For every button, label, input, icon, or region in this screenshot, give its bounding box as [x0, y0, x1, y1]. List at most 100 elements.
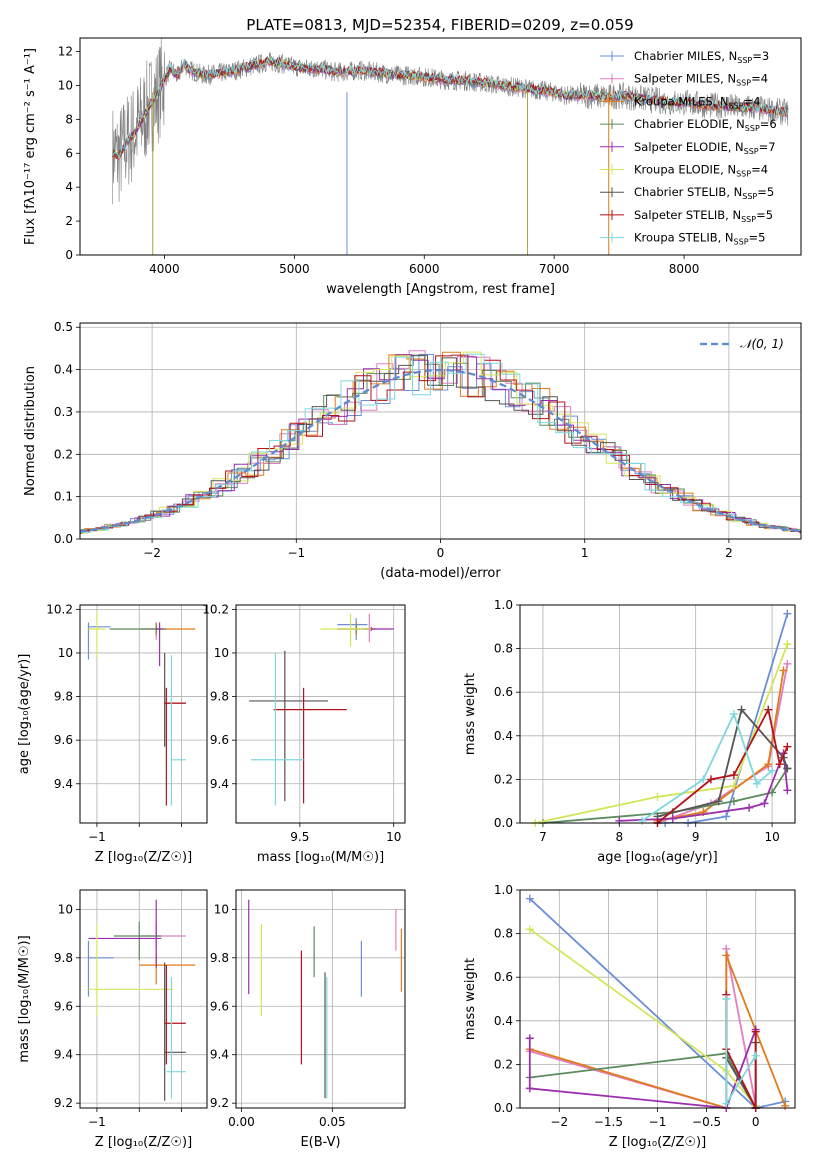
y-tick-label: 9.6 — [54, 733, 73, 747]
legend-entry: Kroupa MILES, NSSP=4 — [634, 94, 760, 110]
x-axis-label: E(B-V) — [300, 1135, 340, 1150]
x-tick-label: −1 — [88, 830, 106, 844]
x-tick-label: 7000 — [539, 262, 570, 276]
mass-weight-marker — [668, 814, 677, 823]
x-tick-label: 10 — [386, 830, 401, 844]
x-tick-label: 9 — [692, 830, 700, 844]
mass-weight-marker — [752, 779, 761, 788]
x-tick-label: 5000 — [279, 262, 310, 276]
mass-weight-marker — [745, 803, 754, 812]
mass-weight-marker — [783, 640, 792, 649]
spectrum-title: PLATE=0813, MJD=52354, FIBERID=0209, z=0… — [246, 16, 633, 34]
mass-weight-line-7 — [656, 706, 789, 823]
x-tick-label: 0.05 — [319, 1115, 346, 1129]
y-tick-label: 9.8 — [54, 690, 73, 704]
y-tick-label: 0.5 — [54, 320, 73, 334]
y-axis-label: mass [log₁₀(M/M☉)] — [17, 935, 32, 1062]
y-tick-label: 9.2 — [54, 1096, 73, 1110]
x-tick-label: 2 — [725, 546, 733, 560]
y-tick-label: 10.2 — [46, 602, 73, 616]
mass-vs-metallicity-panel: −1 9.2 9.4 9.6 9.8 10 Z [log₁₀(Z/Z☉)] mass [log… — [17, 889, 208, 1150]
y-tick-label: 9.6 — [210, 999, 229, 1013]
x-axis-label: Z [log₁₀(Z/Z☉)] — [95, 850, 192, 865]
mass-weight-marker — [783, 659, 792, 668]
spectrum-legend: Chabrier MILES, NSSP=3 Salpeter MILES, NS… — [600, 49, 777, 247]
observed-spectrum-line — [112, 38, 789, 205]
x-tick-label: 9.5 — [290, 830, 309, 844]
mass-weight-vs-age-panel: 7 8 9 10 0.0 0.2 0.4 0.6 0.8 1.0 age [log₁₀(age/yr… — [463, 598, 796, 865]
y-tick-label: 10 — [58, 646, 73, 660]
y-tick-label: 10 — [58, 902, 73, 916]
mass-weight-marker — [699, 775, 708, 784]
y-tick-label: 0.6 — [494, 970, 513, 984]
legend-entry: Kroupa ELODIE, NSSP=4 — [634, 163, 768, 179]
y-axis-label: Flux [fλ10⁻¹⁷ erg cm⁻² s⁻¹ A⁻¹] — [23, 48, 38, 245]
mass-weight-marker — [525, 894, 534, 903]
mass-weight-marker — [714, 797, 723, 806]
y-tick-label: 0.2 — [54, 447, 73, 461]
gaussian-curve — [80, 368, 801, 533]
y-tick-label: 9.4 — [210, 1048, 229, 1062]
axes-frame — [79, 604, 208, 824]
mass-weight-marker — [729, 710, 738, 718]
mass-weight-line-2 — [657, 670, 785, 822]
mass-weight-marker — [783, 764, 792, 773]
x-tick-label: 6000 — [409, 262, 440, 276]
x-tick-label: 4000 — [149, 262, 180, 276]
x-tick-label: 8000 — [669, 262, 700, 276]
age-vs-metallicity-panel: −1 9.4 9.6 9.8 10 10.2 Z [log₁₀(Z/Z☉)] age [log… — [17, 602, 208, 865]
mass-weight-marker — [737, 705, 746, 714]
x-axis-label: mass [log₁₀(M/M☉)] — [257, 850, 384, 865]
mass-weight-marker — [783, 742, 792, 751]
mass-weight-marker — [729, 771, 738, 780]
x-tick-label: 10 — [764, 830, 779, 844]
x-tick-label: 0 — [437, 546, 445, 560]
y-tick-label: 10 — [58, 78, 73, 92]
y-tick-label: 10 — [214, 902, 229, 916]
mass-weight-line-0 — [665, 613, 789, 823]
y-tick-label: 10.2 — [202, 602, 229, 616]
mass-weight-marker — [783, 609, 792, 618]
y-tick-label: 0.4 — [54, 363, 73, 377]
x-tick-label: 1 — [581, 546, 589, 560]
y-tick-label: 0.4 — [494, 1014, 513, 1028]
y-tick-label: 9.4 — [54, 777, 73, 791]
y-tick-label: 9.6 — [210, 733, 229, 747]
axes-frame — [79, 37, 802, 256]
legend-entry: Salpeter MILES, NSSP=4 — [634, 72, 768, 88]
axes-frame — [79, 889, 208, 1109]
x-tick-label: 0.00 — [228, 1115, 255, 1129]
mass-weight-marker — [751, 1027, 760, 1036]
x-tick-label: −0.5 — [692, 1115, 721, 1129]
residuals-panel: −2 −1 0 1 2 0.0 0.1 0.2 0.3 0.4 0.5 (data-model)/er… — [23, 320, 802, 581]
mass-weight-marker — [615, 816, 624, 825]
x-tick-label: 0 — [752, 1115, 760, 1129]
x-axis-label: (data-model)/error — [380, 566, 501, 581]
y-tick-label: 0.0 — [54, 532, 73, 546]
model-spectrum-line-8 — [112, 55, 789, 159]
x-tick-label: −1 — [88, 1115, 106, 1129]
y-tick-label: 9.8 — [210, 951, 229, 965]
x-tick-label: −1.5 — [594, 1115, 623, 1129]
mass-weight-line-0 — [529, 898, 786, 1108]
y-axis-label: age [log₁₀(age/yr)] — [17, 654, 32, 775]
x-tick-label: −1 — [649, 1115, 667, 1129]
y-tick-label: 8 — [65, 112, 73, 126]
mass-weight-marker — [729, 797, 738, 806]
y-tick-label: 0.1 — [54, 490, 73, 504]
x-axis-label: Z [log₁₀(Z/Z☉)] — [95, 1135, 192, 1150]
mass-vs-ebv-panel: 0.00 0.05 9.2 9.4 9.6 9.8 10 E(B-V) — [210, 889, 406, 1150]
x-tick-label: 7 — [539, 830, 547, 844]
legend-entry: Salpeter STELIB, NSSP=5 — [634, 208, 773, 224]
y-tick-label: 0.0 — [494, 1101, 513, 1115]
legend-entry: Chabrier STELIB, NSSP=5 — [634, 185, 774, 201]
mass-weight-marker — [751, 1051, 760, 1060]
mass-weight-line-1 — [529, 948, 757, 1108]
mass-weight-marker — [653, 792, 662, 801]
mass-weight-marker — [783, 786, 792, 795]
residual-histogram-4 — [80, 354, 801, 533]
axes-frame — [519, 604, 796, 824]
axes-frame — [235, 889, 406, 1109]
mass-weight-marker — [525, 1084, 534, 1093]
